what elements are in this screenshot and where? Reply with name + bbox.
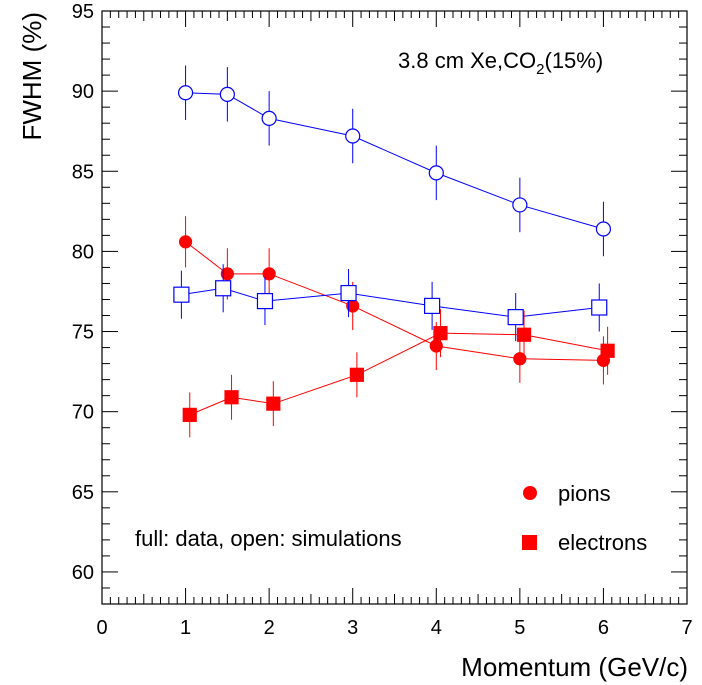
marker-note: full: data, open: simulations xyxy=(135,526,402,551)
series-line xyxy=(185,92,604,230)
data-point xyxy=(178,235,193,249)
annotation-subscript: 2 xyxy=(536,61,544,78)
legend-label-pions: pions xyxy=(558,481,611,506)
data-point xyxy=(424,297,441,314)
data-point xyxy=(262,267,276,281)
data-point xyxy=(516,327,532,342)
data-point xyxy=(215,280,232,297)
x-tick-label: 6 xyxy=(598,617,609,639)
legend-marker-pions xyxy=(523,486,537,500)
y-tick-label: 75 xyxy=(72,322,94,344)
x-tick-label: 0 xyxy=(96,617,107,639)
series-line xyxy=(181,287,600,318)
y-axis-label: FWHM (%) xyxy=(17,12,47,141)
x-tick-label: 4 xyxy=(431,617,442,639)
data-point xyxy=(340,284,357,302)
series-line xyxy=(185,241,604,361)
data-point xyxy=(595,221,612,237)
data-point xyxy=(261,110,277,126)
data-point xyxy=(349,367,364,382)
detector-annotation: 3.8 cm Xe,CO2(15%) xyxy=(398,48,603,78)
axis-tick-labels: 0 1 2 3 4 5 6 7 60 65 70 75 80 85 90 95 xyxy=(72,1,693,639)
series-electrons-simulation xyxy=(173,264,608,342)
data-point xyxy=(219,86,235,102)
y-tick-label: 70 xyxy=(72,402,94,424)
y-tick-label: 65 xyxy=(72,482,94,504)
annotation-tail: (15%) xyxy=(545,48,604,73)
data-point xyxy=(256,292,274,310)
data-point xyxy=(220,267,234,281)
series-pions-simulation xyxy=(177,65,612,257)
x-tick-label: 2 xyxy=(264,617,275,639)
x-tick-label: 5 xyxy=(514,617,525,639)
y-tick-label: 90 xyxy=(72,81,94,103)
data-point xyxy=(177,85,194,101)
series-line xyxy=(189,332,608,416)
series-electrons-data xyxy=(182,309,615,438)
y-tick-label: 85 xyxy=(72,161,94,183)
data-point xyxy=(173,286,190,303)
series-pions-data xyxy=(178,216,611,385)
data-point xyxy=(512,197,528,213)
annotation-main: 3.8 cm Xe,CO xyxy=(398,48,536,73)
x-axis-label: Momentum (GeV/c) xyxy=(461,652,688,682)
data-point xyxy=(345,128,361,144)
x-tick-label: 3 xyxy=(347,617,358,639)
data-point xyxy=(224,390,239,405)
y-tick-label: 95 xyxy=(72,1,94,23)
data-point xyxy=(591,299,608,316)
data-point xyxy=(182,407,197,422)
x-tick-label: 1 xyxy=(180,617,191,639)
data-point xyxy=(266,396,281,411)
series-layer xyxy=(173,65,615,438)
data-point xyxy=(513,352,527,366)
data-point xyxy=(428,165,444,181)
data-point xyxy=(600,343,615,358)
legend-marker-electrons xyxy=(522,535,537,550)
data-point xyxy=(433,326,448,341)
legend: pions electrons xyxy=(522,481,647,555)
legend-label-electrons: electrons xyxy=(558,530,647,555)
y-tick-label: 60 xyxy=(72,562,94,584)
y-tick-label: 80 xyxy=(72,241,94,263)
data-point xyxy=(507,309,524,326)
x-tick-label: 7 xyxy=(681,617,692,639)
axis-ticks xyxy=(101,10,688,605)
